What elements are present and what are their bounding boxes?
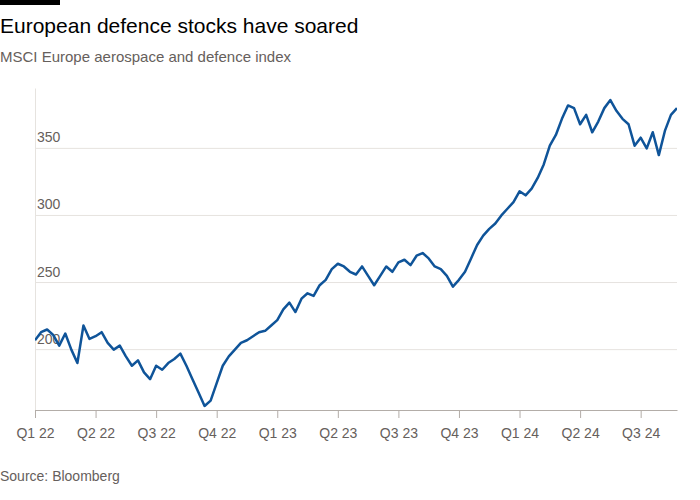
grid-line [35, 282, 677, 283]
y-tick-label: 250 [37, 264, 61, 280]
x-axis-line [36, 410, 678, 411]
index-line [35, 100, 677, 406]
x-tick-mark [217, 410, 218, 418]
x-tick: Q2 23 [319, 410, 357, 441]
x-tick-label: Q3 23 [380, 425, 418, 441]
x-tick-mark [338, 410, 339, 418]
y-tick-label: 300 [37, 196, 61, 212]
background [0, 0, 700, 500]
grid-line [35, 349, 677, 350]
top-bar [0, 0, 60, 5]
x-tick-mark [398, 410, 399, 418]
y-axis-line [35, 89, 36, 411]
x-tick-label: Q4 22 [198, 425, 236, 441]
x-tick: Q1 22 [16, 410, 54, 441]
x-tick-mark [459, 410, 460, 418]
plot-area [35, 100, 677, 406]
x-tick-label: Q2 24 [562, 425, 600, 441]
x-tick-mark [96, 410, 97, 418]
x-tick-mark [641, 410, 642, 418]
y-axis [35, 89, 36, 411]
x-tick-label: Q2 23 [319, 425, 357, 441]
x-tick: Q4 23 [440, 410, 478, 441]
x-tick-label: Q1 24 [501, 425, 539, 441]
grid-line [35, 215, 677, 216]
subtitle: MSCI Europe aerospace and defence index [0, 48, 292, 65]
x-tick-mark [35, 410, 36, 418]
x-tick-label: Q1 23 [259, 425, 297, 441]
grid-line [35, 148, 677, 149]
title: European defence stocks have soared [0, 14, 358, 37]
y-tick-label: 350 [37, 129, 61, 145]
x-tick-label: Q3 24 [622, 425, 660, 441]
x-tick: Q3 23 [380, 410, 418, 441]
x-tick-label: Q2 22 [77, 425, 115, 441]
x-tick-mark [580, 410, 581, 418]
x-tick: Q1 23 [259, 410, 297, 441]
chart: European defence stocks have soared MSCI … [0, 0, 700, 500]
x-tick: Q3 24 [622, 410, 660, 441]
x-tick-label: Q1 22 [16, 425, 54, 441]
x-tick-mark [156, 410, 157, 418]
x-tick: Q2 24 [562, 410, 600, 441]
x-tick-label: Q4 23 [440, 425, 478, 441]
y-grid: 200250300350 [35, 129, 677, 349]
x-tick: Q3 22 [138, 410, 176, 441]
x-tick-mark [277, 410, 278, 418]
source: Source: Bloomberg [0, 468, 120, 484]
x-tick-mark [520, 410, 521, 418]
x-tick: Q2 22 [77, 410, 115, 441]
x-tick: Q4 22 [198, 410, 236, 441]
x-tick-label: Q3 22 [138, 425, 176, 441]
x-axis: Q1 22 Q2 22 Q3 22 Q4 22 Q1 23 Q2 23 Q3 23 Q4 23… [16, 410, 677, 441]
x-tick: Q1 24 [501, 410, 539, 441]
